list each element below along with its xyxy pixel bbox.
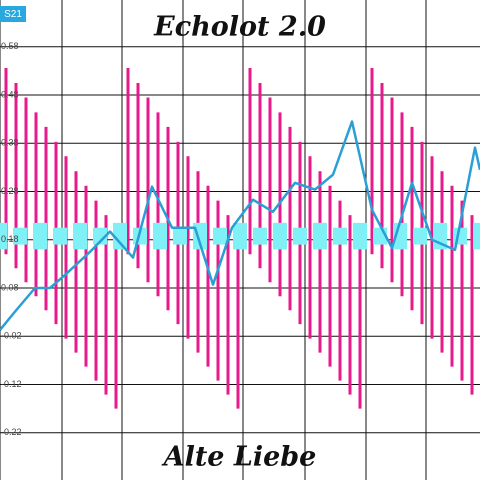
chart-subtitle: Alte Liebe — [161, 442, 317, 473]
y-tick-label: 0.18 — [1, 234, 19, 244]
legend-entry: S21 — [4, 9, 22, 20]
line — [0, 120, 480, 331]
chart-title: Echolot 2.0 — [153, 12, 326, 43]
y-tick-label: 0.08 — [1, 282, 19, 292]
y-tick-label: 0.48 — [1, 89, 19, 99]
y-tick-label: -0.12 — [1, 379, 22, 389]
y-tick-label: 0.38 — [1, 138, 19, 148]
y-tick-label: -0.22 — [1, 427, 22, 437]
y-tick-label: 0.58 — [1, 41, 19, 51]
y-tick-label: -0.02 — [1, 331, 22, 341]
legend-badge — [0, 6, 26, 22]
y-tick-label: 0.28 — [1, 186, 19, 196]
